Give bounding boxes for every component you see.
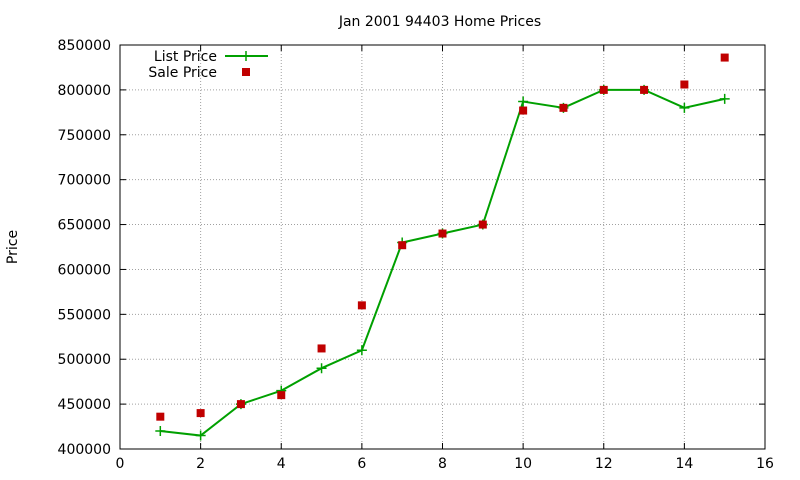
y-tick-label: 400000: [58, 442, 111, 458]
legend-square-swatch: [242, 68, 250, 76]
plot-frame: [119, 44, 766, 450]
x-tick-label: 16: [756, 456, 774, 472]
data-point: [317, 344, 326, 353]
data-point: [195, 430, 206, 441]
y-tick-label: 750000: [58, 128, 111, 144]
data-series: [155, 53, 730, 441]
x-tick-label: 8: [438, 456, 447, 472]
y-tick-label: 500000: [58, 352, 111, 368]
data-point: [519, 106, 528, 115]
data-point: [720, 53, 729, 62]
data-point: [719, 93, 730, 104]
data-point: [316, 363, 327, 374]
data-point: [559, 103, 568, 112]
y-tick-label: 850000: [58, 38, 111, 54]
data-point: [478, 220, 487, 229]
data-point: [398, 241, 407, 250]
legend-label: Sale Price: [148, 65, 217, 81]
legend-label: List Price: [154, 49, 217, 65]
legend-cross-swatch: [241, 51, 251, 61]
data-point: [640, 85, 649, 94]
y-tick-label: 600000: [58, 262, 111, 278]
x-tick-label: 2: [196, 456, 205, 472]
x-tick-label: 0: [116, 456, 125, 472]
x-tick-label: 14: [675, 456, 693, 472]
data-point: [356, 345, 367, 356]
y-tick-label: 800000: [58, 83, 111, 99]
series-1: [156, 53, 729, 421]
data-point: [680, 80, 689, 89]
data-point: [236, 400, 245, 409]
x-tick-label: 12: [595, 456, 613, 472]
x-tick-label: 6: [357, 456, 366, 472]
chart-title: Jan 2001 94403 Home Prices: [338, 14, 541, 30]
data-point: [156, 412, 165, 421]
y-axis-label: Price: [5, 230, 21, 264]
data-point: [438, 229, 447, 238]
data-point: [196, 409, 205, 418]
y-tick-label: 550000: [58, 307, 111, 323]
axis-ticks: 0 2 4 6 8 10 12 14 16 400000 450000 500000 550000 600…: [58, 38, 774, 472]
data-point: [599, 85, 608, 94]
y-tick-label: 700000: [58, 173, 111, 189]
data-point: [518, 96, 529, 107]
data-point: [357, 301, 366, 310]
x-tick-label: 10: [514, 456, 532, 472]
y-tick-label: 450000: [58, 397, 111, 413]
data-point: [155, 426, 166, 437]
x-tick-label: 4: [277, 456, 286, 472]
y-tick-label: 650000: [58, 218, 111, 234]
grid-lines: [120, 45, 765, 449]
data-point: [679, 102, 690, 113]
data-point: [277, 391, 286, 400]
